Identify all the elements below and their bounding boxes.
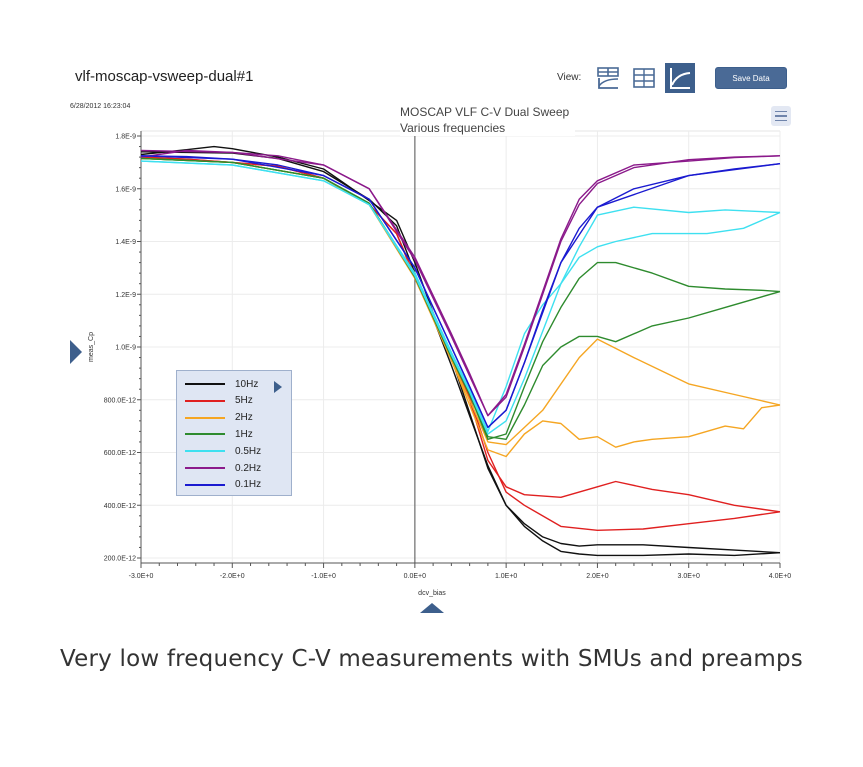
- x-tick-label: 2.0E+0: [586, 573, 608, 580]
- y-tick-label: 1.2E-9: [115, 292, 136, 299]
- y-tick-label: 1.8E-9: [115, 134, 136, 141]
- caption: Very low frequency C-V measurements with…: [60, 646, 803, 672]
- y-tick-label: 1.0E-9: [115, 345, 136, 352]
- series-line-0_1Hz-reverse: [140, 155, 781, 429]
- series-line-0_2Hz-reverse: [140, 149, 781, 417]
- view-label: View:: [557, 72, 582, 83]
- x-tick-label: -1.0E+0: [311, 573, 336, 580]
- legend-swatch: [185, 399, 225, 402]
- x-tick-label: 0.0E+0: [404, 573, 426, 580]
- view-chart-button[interactable]: [665, 63, 695, 93]
- table-grid-icon: [633, 68, 655, 88]
- save-data-button[interactable]: Save Data: [715, 67, 787, 89]
- legend-item[interactable]: 10Hz: [185, 377, 258, 391]
- x-tick-label: 3.0E+0: [678, 573, 700, 580]
- legend-swatch: [185, 433, 225, 436]
- series-line-0_5Hz-reverse: [140, 160, 781, 433]
- legend-label: 0.5Hz: [235, 445, 262, 457]
- legend-swatch: [185, 450, 225, 453]
- legend-swatch: [185, 383, 225, 385]
- legend-swatch: [185, 416, 225, 419]
- series-line-0_2Hz-forward: [140, 149, 781, 417]
- chart-legend: 10Hz 5Hz 2Hz 1Hz 0.5Hz 0.2Hz 0.1Hz: [176, 370, 292, 496]
- legend-item[interactable]: 1Hz: [185, 427, 253, 441]
- app-title: vlf-moscap-vsweep-dual#1: [75, 68, 254, 85]
- legend-label: 0.2Hz: [235, 462, 262, 474]
- y-tick-label: 1.6E-9: [115, 186, 136, 193]
- x-tick-label: 4.0E+0: [769, 573, 791, 580]
- chart-title: MOSCAP VLF C-V Dual Sweep: [400, 105, 570, 119]
- timestamp: 6/28/2012 16:23:04: [70, 103, 131, 110]
- legend-label: 10Hz: [235, 378, 259, 390]
- y-tick-label: 1.4E-9: [115, 239, 136, 246]
- view-table-button[interactable]: [630, 64, 658, 92]
- legend-item[interactable]: 0.2Hz: [185, 461, 261, 475]
- line-chart-icon: [670, 68, 691, 89]
- x-axis-label: dcv_bias: [418, 590, 446, 597]
- hamburger-icon-bar: [775, 119, 787, 122]
- legend-swatch: [185, 467, 225, 469]
- view-split-button[interactable]: [594, 64, 622, 92]
- legend-item[interactable]: 0.5Hz: [185, 444, 261, 458]
- x-axis-selector-arrow-icon[interactable]: [420, 603, 444, 613]
- legend-label: 1Hz: [235, 428, 253, 440]
- y-tick-label: 600.0E-12: [104, 450, 136, 457]
- y-tick-label: 400.0E-12: [104, 503, 136, 510]
- x-tick-label: 1.0E+0: [495, 573, 517, 580]
- y-axis-label: meas_Cp: [88, 332, 95, 362]
- hamburger-icon-bar: [775, 110, 787, 113]
- legend-label: 0.1Hz: [235, 479, 262, 491]
- legend-label: 2Hz: [235, 412, 253, 424]
- legend-item[interactable]: 2Hz: [185, 411, 253, 425]
- series-line-1Hz-reverse: [140, 157, 781, 440]
- legend-swatch: [185, 483, 225, 486]
- y-tick-label: 800.0E-12: [104, 397, 136, 404]
- y-axis-selector-arrow-icon[interactable]: [70, 340, 82, 364]
- split-chart-table-icon: [597, 67, 619, 89]
- legend-item[interactable]: 0.1Hz: [185, 478, 261, 492]
- y-tick-label: 200.0E-12: [104, 556, 136, 563]
- chart-menu-button[interactable]: [771, 106, 791, 126]
- x-tick-label: -3.0E+0: [129, 573, 154, 580]
- legend-collapse-arrow-icon[interactable]: [274, 381, 282, 393]
- x-tick-label: -2.0E+0: [220, 573, 245, 580]
- legend-label: 5Hz: [235, 395, 253, 407]
- chart-subtitle: Various frequencies: [400, 121, 506, 135]
- hamburger-icon-bar: [775, 115, 787, 117]
- chart-title-block: MOSCAP VLF C-V Dual Sweep Various freque…: [400, 104, 576, 136]
- legend-item[interactable]: 5Hz: [185, 394, 253, 408]
